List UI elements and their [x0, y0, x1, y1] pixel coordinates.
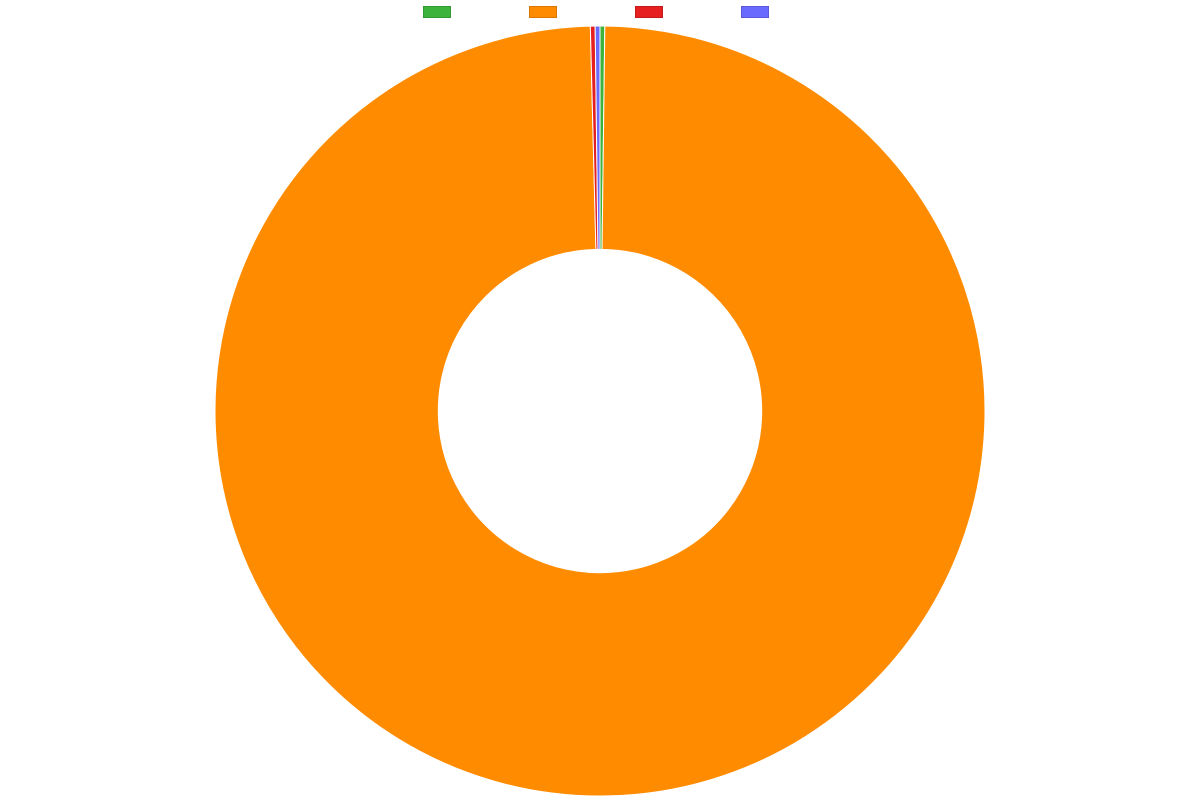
legend-item-3 — [741, 6, 777, 18]
legend — [0, 6, 1200, 18]
legend-swatch-3 — [741, 6, 769, 18]
legend-swatch-0 — [423, 6, 451, 18]
donut-holder — [215, 26, 985, 796]
legend-swatch-2 — [635, 6, 663, 18]
donut-chart — [0, 0, 1200, 800]
legend-item-1 — [529, 6, 565, 18]
legend-swatch-1 — [529, 6, 557, 18]
legend-item-2 — [635, 6, 671, 18]
donut-svg — [215, 26, 985, 796]
legend-item-0 — [423, 6, 459, 18]
